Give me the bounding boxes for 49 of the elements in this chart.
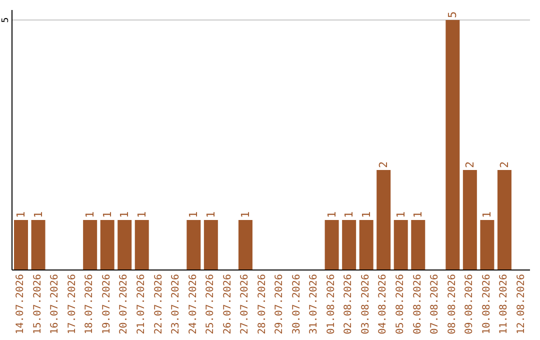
x-tick-label: 25.07.2026 xyxy=(205,274,216,334)
x-tick-label: 22.07.2026 xyxy=(153,274,164,334)
data-label: 1 xyxy=(118,211,132,218)
data-label: 1 xyxy=(84,211,97,218)
x-tick-label: 23.07.2026 xyxy=(170,274,182,334)
data-label: 1 xyxy=(480,211,494,218)
x-tick-label: 09.08.2026 xyxy=(464,274,476,334)
data-label: 1 xyxy=(360,211,373,218)
x-tick-label: 03.08.2026 xyxy=(360,274,372,334)
data-label: 1 xyxy=(204,211,218,218)
x-tick-label: 11.08.2026 xyxy=(498,274,510,334)
data-label: 1 xyxy=(135,211,148,218)
data-label: 1 xyxy=(14,211,28,218)
data-label: 2 xyxy=(498,161,511,168)
data-label: 1 xyxy=(342,211,356,218)
x-tick-label: 21.07.2026 xyxy=(136,274,147,334)
x-tick-label: 19.07.2026 xyxy=(101,274,112,334)
x-tick-label: 15.07.2026 xyxy=(32,274,44,334)
data-label: 1 xyxy=(325,211,338,218)
x-tick-label: 10.08.2026 xyxy=(481,274,492,334)
data-label: 1 xyxy=(412,211,425,218)
x-tick-label: 04.08.2026 xyxy=(378,274,389,334)
x-tick-label: 24.07.2026 xyxy=(188,274,199,334)
x-tick-label: 02.08.2026 xyxy=(343,274,354,334)
data-label: 5 xyxy=(446,11,460,18)
data-label: 1 xyxy=(32,211,45,218)
x-tick-label: 18.07.2026 xyxy=(84,274,96,334)
x-tick-label: 27.07.2026 xyxy=(240,274,251,334)
x-tick-label: 28.07.2026 xyxy=(256,274,268,334)
data-label: 1 xyxy=(238,211,252,218)
x-tick-label: 07.08.2026 xyxy=(430,274,441,334)
x-tick-label: 29.07.2026 xyxy=(274,274,286,334)
x-tick-label: 30.07.2026 xyxy=(291,274,302,334)
x-tick-label: 05.08.2026 xyxy=(395,274,406,334)
x-tick-label: 16.07.2026 xyxy=(50,274,61,334)
data-label: 2 xyxy=(463,161,476,168)
x-tick-label: 08.08.2026 xyxy=(446,274,458,334)
data-label: 1 xyxy=(187,211,200,218)
x-tick-label: 06.08.2026 xyxy=(412,274,424,334)
x-tick-label: 01.08.2026 xyxy=(326,274,337,334)
x-tick-label: 12.08.2026 xyxy=(516,274,527,334)
x-tick-label: 31.07.2026 xyxy=(308,274,320,334)
data-label: 1 xyxy=(100,211,114,218)
data-label: 1 xyxy=(394,211,408,218)
x-tick-label: 17.07.2026 xyxy=(66,274,78,334)
x-tick-label: 26.07.2026 xyxy=(222,274,234,334)
x-tick-label: 20.07.2026 xyxy=(118,274,130,334)
x-tick-label: 14.07.2026 xyxy=(15,274,26,334)
data-label: 2 xyxy=(377,161,390,168)
